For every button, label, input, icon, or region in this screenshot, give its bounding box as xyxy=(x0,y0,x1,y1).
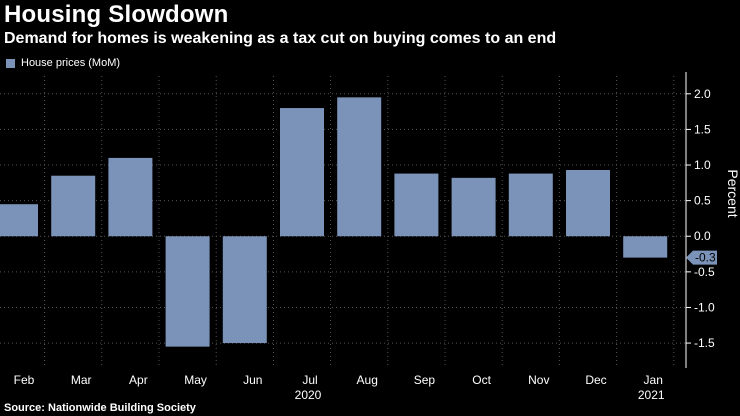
x-tick-label: Jun xyxy=(243,373,262,387)
chart-subtitle: Demand for homes is weakening as a tax c… xyxy=(4,30,557,47)
y-axis: -1.5 -1.0 -0.5 0.0 0.5 1.0 1.5 2.0 -0.3 Percent xyxy=(685,72,740,368)
bar-jul xyxy=(280,108,324,237)
x-tick-label: Jul xyxy=(302,373,317,387)
bar-apr xyxy=(108,157,153,237)
y-tick-label: 1.5 xyxy=(694,122,711,136)
legend-label: House prices (MoM) xyxy=(21,57,121,69)
last-value-label: -0.3 xyxy=(695,251,716,265)
x-tick-label: Feb xyxy=(14,373,35,387)
bar-mar xyxy=(51,175,96,237)
y-tick-label: -1.0 xyxy=(694,300,715,314)
bar-oct xyxy=(451,177,496,237)
x-tick-label: Apr xyxy=(129,373,148,387)
x-tick-label: Nov xyxy=(528,373,549,387)
x-year-label: 2020 xyxy=(295,388,322,402)
y-tick-label: 2.0 xyxy=(694,87,711,101)
bar-jun xyxy=(222,236,267,344)
bar-dec xyxy=(566,170,610,237)
x-tick-label: Sep xyxy=(414,373,436,387)
legend-swatch xyxy=(6,58,15,68)
last-value-box xyxy=(686,250,717,265)
y-tick-label: -0.5 xyxy=(694,265,715,279)
bars xyxy=(0,97,668,347)
x-tick-label: May xyxy=(184,373,207,387)
bar-sep xyxy=(394,173,439,237)
y-tick-label: 0.5 xyxy=(694,194,711,208)
bar-may xyxy=(165,236,210,347)
bar-aug xyxy=(337,97,382,237)
x-tick-label: Dec xyxy=(585,373,606,387)
bar-feb xyxy=(0,204,38,237)
x-tick-label: Jan xyxy=(644,373,663,387)
legend: House prices (MoM) xyxy=(6,57,120,69)
bar-jan xyxy=(623,236,668,258)
y-tick-label: -1.5 xyxy=(694,336,715,350)
y-tick-label: 1.0 xyxy=(694,158,711,172)
chart-title: Housing Slowdown xyxy=(4,1,229,28)
x-axis: Feb Mar Apr May Jun Jul Aug Sep Oct Nov Dec Jan 2020… xyxy=(14,373,665,402)
x-year-label: 2021 xyxy=(638,388,665,402)
x-tick-label: Mar xyxy=(71,373,92,387)
x-tick-label: Oct xyxy=(472,373,491,387)
y-axis-title: Percent xyxy=(725,169,740,217)
x-tick-label: Aug xyxy=(357,373,378,387)
grid-lines xyxy=(0,76,686,368)
y-tick-label: 0.0 xyxy=(694,229,711,243)
bar-nov xyxy=(508,173,553,237)
source-note: Source: Nationwide Building Society xyxy=(4,402,196,414)
